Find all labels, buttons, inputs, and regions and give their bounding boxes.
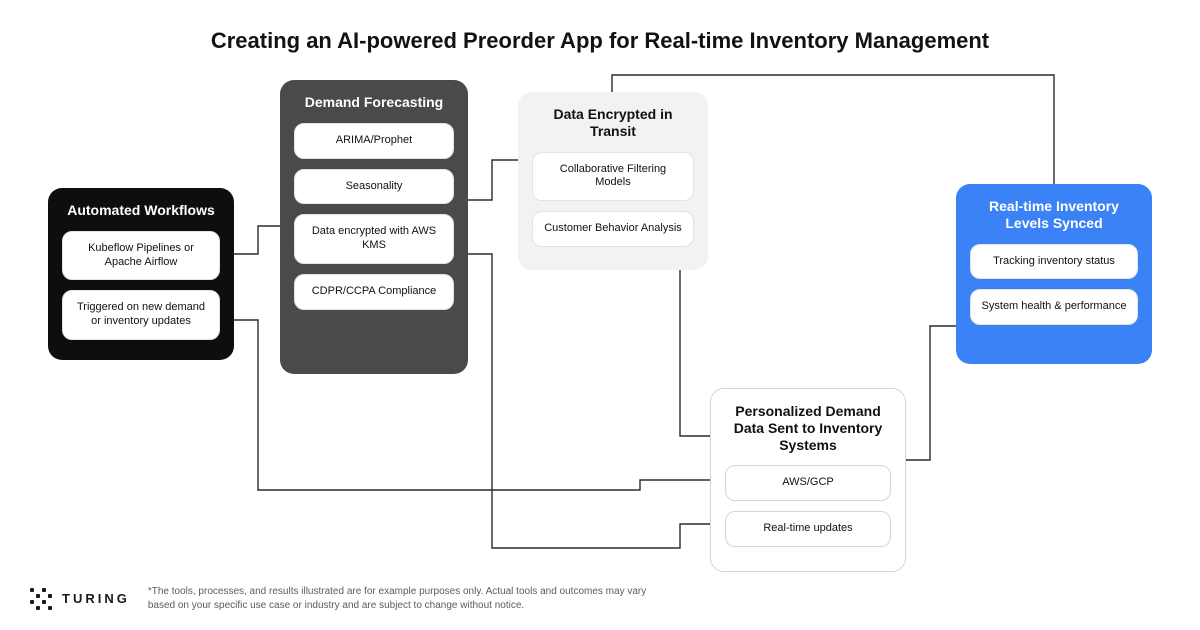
node-item: Tracking inventory status	[970, 244, 1138, 280]
node-item: Real-time updates	[725, 511, 891, 547]
edge-demand-to-encrypted	[468, 160, 518, 200]
node-item: Seasonality	[294, 169, 454, 205]
node-item: AWS/GCP	[725, 465, 891, 501]
node-item: Kubeflow Pipelines or Apache Airflow	[62, 231, 220, 281]
diagram-canvas: Creating an AI-powered Preorder App for …	[0, 0, 1200, 630]
node-item: Collaborative Filtering Models	[532, 152, 694, 202]
footer: TURING *The tools, processes, and result…	[30, 585, 668, 612]
node-item: ARIMA/Prophet	[294, 123, 454, 159]
node-title: Data Encrypted in Transit	[532, 106, 694, 140]
node-title: Real-time Inventory Levels Synced	[970, 198, 1138, 232]
edge-personalized-to-realtime	[906, 326, 956, 460]
edge-automated-to-demand	[234, 226, 280, 254]
brand-logo: TURING	[30, 588, 130, 610]
node-item: Triggered on new demand or inventory upd…	[62, 290, 220, 340]
node-title: Personalized Demand Data Sent to Invento…	[725, 403, 891, 453]
node-realtime-inventory: Real-time Inventory Levels Synced Tracki…	[956, 184, 1152, 364]
node-item: CDPR/CCPA Compliance	[294, 274, 454, 310]
node-item: Customer Behavior Analysis	[532, 211, 694, 247]
node-automated-workflows: Automated Workflows Kubeflow Pipelines o…	[48, 188, 234, 360]
node-demand-forecasting: Demand Forecasting ARIMA/Prophet Seasona…	[280, 80, 468, 374]
node-data-encrypted: Data Encrypted in Transit Collaborative …	[518, 92, 708, 270]
diagram-title: Creating an AI-powered Preorder App for …	[0, 28, 1200, 54]
node-title: Automated Workflows	[62, 202, 220, 219]
node-personalized-demand: Personalized Demand Data Sent to Invento…	[710, 388, 906, 572]
brand-name: TURING	[62, 591, 130, 606]
node-title: Demand Forecasting	[294, 94, 454, 111]
brand-mark-icon	[30, 588, 52, 610]
edge-demand-to-personalized	[468, 254, 710, 548]
edge-encrypted-to-personalized	[680, 270, 710, 436]
node-item: System health & performance	[970, 289, 1138, 325]
node-item: Data encrypted with AWS KMS	[294, 214, 454, 264]
disclaimer-text: *The tools, processes, and results illus…	[148, 585, 668, 612]
